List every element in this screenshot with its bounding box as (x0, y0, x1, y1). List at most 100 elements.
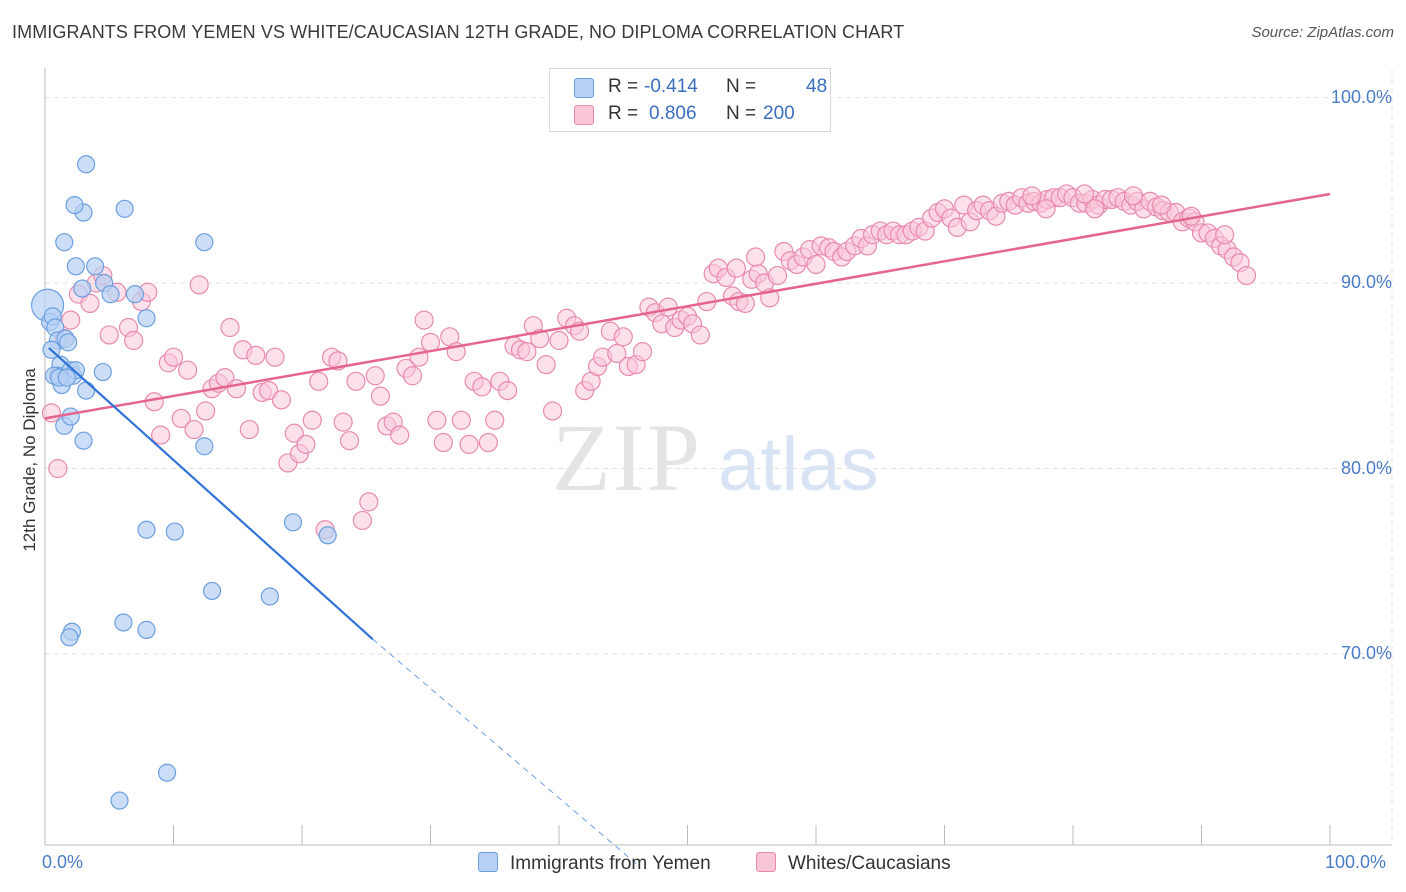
data-point-whites (144, 392, 164, 412)
data-point-whites (726, 258, 746, 278)
data-point-whites (333, 412, 353, 432)
data-point-whites (433, 432, 453, 453)
data-point-whites (171, 408, 191, 429)
data-point-whites (359, 492, 379, 512)
n-label: N = (726, 103, 757, 124)
data-point-whites (178, 360, 198, 380)
data-point-yemen (318, 526, 337, 545)
data-point-yemen (165, 522, 184, 541)
series-whites-caucasians (41, 184, 1257, 540)
data-point-whites (420, 332, 441, 352)
stats-legend-row-yemen: R = -0.414 N = 48 (550, 74, 830, 100)
data-point-whites (1236, 265, 1257, 286)
data-point-yemen (202, 581, 222, 601)
data-point-yemen (77, 155, 96, 174)
data-point-whites (80, 293, 100, 314)
data-point-whites (163, 347, 184, 367)
r-label: R = (608, 76, 639, 97)
data-point-whites (1085, 199, 1105, 219)
stats-legend-row-whites: R = 0.806 N = 200 (550, 101, 830, 127)
watermark: ZIP atlas (552, 404, 879, 511)
legend-swatch-blue (574, 78, 594, 98)
x-tick-label-max: 100.0% (1325, 852, 1387, 872)
data-point-whites (414, 310, 434, 330)
data-point-whites (370, 386, 390, 406)
data-point-whites (309, 371, 329, 391)
data-point-whites (346, 371, 366, 391)
legend-swatch-blue (478, 852, 498, 872)
data-point-whites (99, 325, 119, 345)
data-point-whites (271, 390, 292, 410)
data-point-yemen (101, 285, 120, 304)
data-point-whites (1022, 186, 1042, 206)
r-label: R = (608, 103, 639, 124)
data-point-whites (48, 458, 68, 479)
data-point-yemen (73, 279, 92, 298)
data-point-whites (451, 410, 471, 430)
y-tick-label: 100.0% (1330, 86, 1392, 107)
data-point-whites (265, 347, 285, 367)
data-point-yemen (86, 257, 105, 276)
data-point-whites (472, 377, 492, 397)
data-point-whites (226, 379, 247, 399)
data-point-yemen (195, 233, 214, 252)
data-point-whites (151, 425, 171, 445)
data-point-whites (402, 366, 423, 386)
data-point-yemen (66, 257, 85, 276)
data-point-yemen (260, 587, 279, 606)
y-tick-label: 90.0% (1340, 272, 1392, 292)
n-value: 48 (806, 76, 828, 97)
axes (44, 68, 1392, 846)
data-point-whites (1036, 199, 1056, 219)
data-point-whites (427, 410, 447, 430)
data-point-yemen (283, 513, 303, 532)
data-point-yemen (55, 233, 74, 252)
trend-line-yemen (48, 347, 374, 640)
legend-item-yemen: Immigrants from Yemen (478, 852, 711, 876)
data-point-whites (517, 342, 537, 362)
data-point-whites (196, 401, 216, 421)
data-point-yemen (195, 437, 214, 456)
legend-label: Whites/Caucasians (788, 853, 951, 874)
data-point-whites (613, 327, 633, 347)
data-point-whites (767, 265, 788, 286)
r-value: 0.806 (649, 103, 697, 124)
data-point-whites (459, 434, 479, 454)
data-point-yemen (61, 407, 80, 426)
data-point-whites (365, 366, 385, 386)
data-point-yemen (137, 309, 156, 328)
x-tick-label-min: 0.0% (42, 852, 84, 872)
data-point-whites (478, 432, 498, 453)
watermark-zip: ZIP (552, 404, 702, 511)
data-point-whites (296, 434, 316, 454)
legend-swatch-pink (574, 105, 594, 125)
data-point-whites (485, 410, 505, 430)
data-point-yemen (115, 199, 134, 218)
n-value: 200 (763, 103, 795, 124)
data-point-whites (690, 325, 710, 345)
data-point-whites (530, 329, 550, 349)
trend-lines (44, 192, 1331, 864)
data-point-yemen (77, 381, 96, 400)
stats-legend: R = -0.414 N = 48 R = 0.806 N = 200 (549, 68, 831, 132)
data-point-yemen (125, 285, 145, 304)
data-point-whites (339, 431, 360, 451)
chart-title: IMMIGRANTS FROM YEMEN VS WHITE/CAUCASIAN… (12, 22, 905, 42)
series-immigrants-from-yemen (30, 155, 337, 810)
series-legend: Immigrants from Yemen Whites/Caucasians (0, 852, 1406, 876)
data-point-whites (607, 343, 627, 364)
data-point-whites (498, 380, 518, 401)
data-point-yemen (60, 628, 79, 647)
y-tick-label: 80.0% (1340, 457, 1392, 478)
data-point-whites (390, 425, 410, 445)
data-point-whites (239, 419, 259, 440)
data-point-whites (1152, 195, 1172, 215)
data-point-whites (189, 275, 209, 295)
data-point-whites (542, 401, 563, 421)
trend-line-whites (44, 192, 1331, 420)
trend-line-yemen-extension (372, 638, 637, 864)
data-point-whites (61, 310, 81, 330)
source-label: Source: ZipAtlas.com (1251, 24, 1394, 41)
watermark-atlas: atlas (718, 422, 879, 507)
data-point-whites (302, 410, 322, 430)
